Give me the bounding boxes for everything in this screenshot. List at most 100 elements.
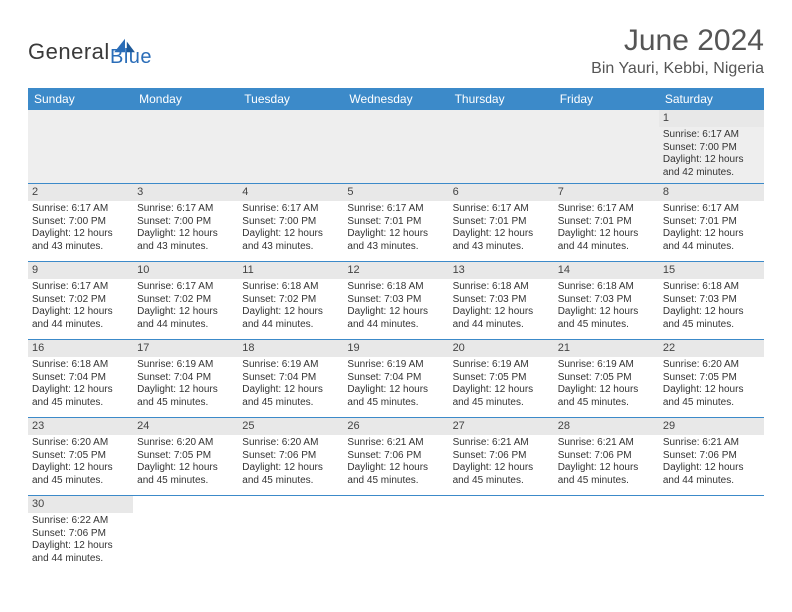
day-details: Sunrise: 6:17 AMSunset: 7:00 PMDaylight:… bbox=[28, 201, 133, 257]
day-details: Sunrise: 6:20 AMSunset: 7:05 PMDaylight:… bbox=[659, 357, 764, 413]
sunrise-text: Sunrise: 6:17 AM bbox=[32, 281, 129, 294]
daylight-text-1: Daylight: 12 hours bbox=[32, 228, 129, 241]
day-details: Sunrise: 6:18 AMSunset: 7:04 PMDaylight:… bbox=[28, 357, 133, 413]
day-details: Sunrise: 6:17 AMSunset: 7:01 PMDaylight:… bbox=[343, 201, 448, 257]
calendar-body: 1Sunrise: 6:17 AMSunset: 7:00 PMDaylight… bbox=[28, 110, 764, 574]
calendar-day-cell: 2Sunrise: 6:17 AMSunset: 7:00 PMDaylight… bbox=[28, 184, 133, 262]
day-details: Sunrise: 6:19 AMSunset: 7:04 PMDaylight:… bbox=[133, 357, 238, 413]
calendar-day-cell: 8Sunrise: 6:17 AMSunset: 7:01 PMDaylight… bbox=[659, 184, 764, 262]
sunrise-text: Sunrise: 6:18 AM bbox=[242, 281, 339, 294]
weekday-friday: Friday bbox=[554, 88, 659, 110]
calendar-day-cell: 22Sunrise: 6:20 AMSunset: 7:05 PMDayligh… bbox=[659, 340, 764, 418]
daylight-text-1: Daylight: 12 hours bbox=[242, 462, 339, 475]
daylight-text-2: and 45 minutes. bbox=[242, 475, 339, 488]
logo: GeneralBlue bbox=[28, 30, 137, 74]
sunrise-text: Sunrise: 6:18 AM bbox=[32, 359, 129, 372]
day-number: 12 bbox=[343, 262, 448, 279]
calendar-day-cell bbox=[133, 110, 238, 184]
sunrise-text: Sunrise: 6:18 AM bbox=[558, 281, 655, 294]
day-details: Sunrise: 6:17 AMSunset: 7:00 PMDaylight:… bbox=[659, 127, 764, 183]
sunrise-text: Sunrise: 6:18 AM bbox=[663, 281, 760, 294]
sunset-text: Sunset: 7:04 PM bbox=[32, 372, 129, 385]
sunset-text: Sunset: 7:06 PM bbox=[453, 450, 550, 463]
calendar-day-cell: 18Sunrise: 6:19 AMSunset: 7:04 PMDayligh… bbox=[238, 340, 343, 418]
daylight-text-2: and 45 minutes. bbox=[242, 397, 339, 410]
daylight-text-1: Daylight: 12 hours bbox=[558, 228, 655, 241]
sunrise-text: Sunrise: 6:18 AM bbox=[453, 281, 550, 294]
sunrise-text: Sunrise: 6:17 AM bbox=[453, 203, 550, 216]
calendar-week-row: 23Sunrise: 6:20 AMSunset: 7:05 PMDayligh… bbox=[28, 418, 764, 496]
day-number: 21 bbox=[554, 340, 659, 357]
sunset-text: Sunset: 7:05 PM bbox=[137, 450, 234, 463]
calendar-day-cell bbox=[133, 496, 238, 574]
sunrise-text: Sunrise: 6:20 AM bbox=[137, 437, 234, 450]
sunset-text: Sunset: 7:06 PM bbox=[242, 450, 339, 463]
sunrise-text: Sunrise: 6:19 AM bbox=[347, 359, 444, 372]
sunset-text: Sunset: 7:03 PM bbox=[453, 294, 550, 307]
page-header: GeneralBlue June 2024 Bin Yauri, Kebbi, … bbox=[28, 24, 764, 78]
daylight-text-2: and 44 minutes. bbox=[558, 241, 655, 254]
daylight-text-1: Daylight: 12 hours bbox=[347, 462, 444, 475]
calendar-day-cell: 25Sunrise: 6:20 AMSunset: 7:06 PMDayligh… bbox=[238, 418, 343, 496]
calendar-day-cell: 28Sunrise: 6:21 AMSunset: 7:06 PMDayligh… bbox=[554, 418, 659, 496]
day-number: 9 bbox=[28, 262, 133, 279]
daylight-text-2: and 45 minutes. bbox=[663, 397, 760, 410]
sunset-text: Sunset: 7:05 PM bbox=[32, 450, 129, 463]
daylight-text-1: Daylight: 12 hours bbox=[453, 306, 550, 319]
logo-text-blue: Blue bbox=[110, 46, 152, 69]
sunset-text: Sunset: 7:05 PM bbox=[558, 372, 655, 385]
sunset-text: Sunset: 7:04 PM bbox=[137, 372, 234, 385]
calendar-day-cell: 15Sunrise: 6:18 AMSunset: 7:03 PMDayligh… bbox=[659, 262, 764, 340]
daylight-text-1: Daylight: 12 hours bbox=[347, 228, 444, 241]
day-details: Sunrise: 6:18 AMSunset: 7:02 PMDaylight:… bbox=[238, 279, 343, 335]
sunrise-text: Sunrise: 6:17 AM bbox=[558, 203, 655, 216]
day-details: Sunrise: 6:18 AMSunset: 7:03 PMDaylight:… bbox=[554, 279, 659, 335]
calendar-day-cell bbox=[343, 496, 448, 574]
daylight-text-1: Daylight: 12 hours bbox=[663, 462, 760, 475]
calendar-day-cell: 5Sunrise: 6:17 AMSunset: 7:01 PMDaylight… bbox=[343, 184, 448, 262]
daylight-text-1: Daylight: 12 hours bbox=[663, 384, 760, 397]
sunrise-text: Sunrise: 6:21 AM bbox=[558, 437, 655, 450]
day-details: Sunrise: 6:19 AMSunset: 7:04 PMDaylight:… bbox=[238, 357, 343, 413]
daylight-text-2: and 45 minutes. bbox=[137, 397, 234, 410]
day-details: Sunrise: 6:19 AMSunset: 7:05 PMDaylight:… bbox=[449, 357, 554, 413]
daylight-text-2: and 45 minutes. bbox=[347, 475, 444, 488]
title-block: June 2024 Bin Yauri, Kebbi, Nigeria bbox=[591, 24, 764, 78]
day-number: 22 bbox=[659, 340, 764, 357]
daylight-text-2: and 44 minutes. bbox=[32, 319, 129, 332]
sunset-text: Sunset: 7:01 PM bbox=[663, 216, 760, 229]
weekday-wednesday: Wednesday bbox=[343, 88, 448, 110]
calendar-day-cell bbox=[28, 110, 133, 184]
daylight-text-1: Daylight: 12 hours bbox=[242, 384, 339, 397]
calendar-day-cell: 6Sunrise: 6:17 AMSunset: 7:01 PMDaylight… bbox=[449, 184, 554, 262]
sunrise-text: Sunrise: 6:17 AM bbox=[137, 281, 234, 294]
sunset-text: Sunset: 7:03 PM bbox=[347, 294, 444, 307]
day-number: 30 bbox=[28, 496, 133, 513]
calendar-day-cell bbox=[659, 496, 764, 574]
daylight-text-2: and 45 minutes. bbox=[663, 319, 760, 332]
day-details: Sunrise: 6:17 AMSunset: 7:01 PMDaylight:… bbox=[554, 201, 659, 257]
day-number: 3 bbox=[133, 184, 238, 201]
day-details: Sunrise: 6:17 AMSunset: 7:00 PMDaylight:… bbox=[133, 201, 238, 257]
daylight-text-1: Daylight: 12 hours bbox=[453, 462, 550, 475]
sunset-text: Sunset: 7:06 PM bbox=[558, 450, 655, 463]
day-number: 1 bbox=[659, 110, 764, 127]
location-text: Bin Yauri, Kebbi, Nigeria bbox=[591, 60, 764, 78]
sunrise-text: Sunrise: 6:22 AM bbox=[32, 515, 129, 528]
daylight-text-2: and 45 minutes. bbox=[558, 475, 655, 488]
calendar-day-cell: 20Sunrise: 6:19 AMSunset: 7:05 PMDayligh… bbox=[449, 340, 554, 418]
sunrise-text: Sunrise: 6:17 AM bbox=[347, 203, 444, 216]
day-details: Sunrise: 6:18 AMSunset: 7:03 PMDaylight:… bbox=[659, 279, 764, 335]
daylight-text-1: Daylight: 12 hours bbox=[137, 384, 234, 397]
sunrise-text: Sunrise: 6:21 AM bbox=[453, 437, 550, 450]
daylight-text-2: and 43 minutes. bbox=[242, 241, 339, 254]
calendar-day-cell: 1Sunrise: 6:17 AMSunset: 7:00 PMDaylight… bbox=[659, 110, 764, 184]
calendar-day-cell: 14Sunrise: 6:18 AMSunset: 7:03 PMDayligh… bbox=[554, 262, 659, 340]
calendar-day-cell bbox=[554, 496, 659, 574]
calendar-week-row: 2Sunrise: 6:17 AMSunset: 7:00 PMDaylight… bbox=[28, 184, 764, 262]
day-details: Sunrise: 6:17 AMSunset: 7:02 PMDaylight:… bbox=[28, 279, 133, 335]
day-details: Sunrise: 6:18 AMSunset: 7:03 PMDaylight:… bbox=[449, 279, 554, 335]
calendar-day-cell: 17Sunrise: 6:19 AMSunset: 7:04 PMDayligh… bbox=[133, 340, 238, 418]
month-title: June 2024 bbox=[591, 24, 764, 58]
sunrise-text: Sunrise: 6:21 AM bbox=[663, 437, 760, 450]
